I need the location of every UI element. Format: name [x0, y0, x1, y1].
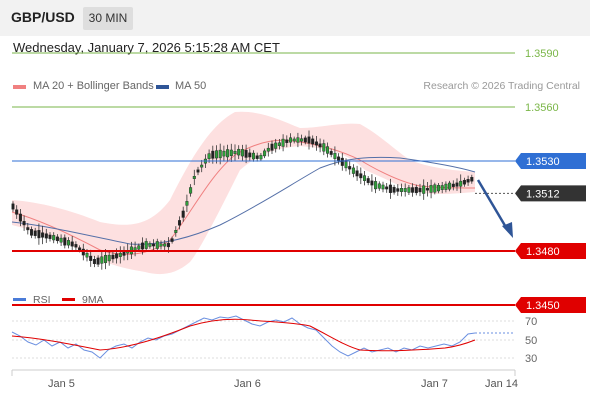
rsi-legend-swatch	[13, 298, 26, 301]
level-label-4: 1.3480	[526, 246, 560, 258]
x-label-jan6: Jan 6	[234, 378, 261, 390]
price-levels: 1.3590 1.3560 1.3530 1.3512 1.3480 1.3450	[12, 48, 586, 313]
rsi-tick-50: 50	[525, 335, 537, 347]
x-label-jan14: Jan 14	[485, 378, 518, 390]
level-label-1: 1.3560	[525, 102, 559, 114]
x-label-jan7: Jan 7	[421, 378, 448, 390]
rsi-tick-30: 30	[525, 353, 537, 365]
rsi-legend: RSI	[33, 294, 51, 306]
ma50-line	[11, 156, 476, 245]
level-tag-support-4	[515, 243, 586, 259]
level-tag-pivot-2	[515, 153, 586, 169]
bollinger-band	[12, 111, 475, 275]
rsi-tick-70: 70	[525, 316, 537, 328]
candlestick-series	[11, 130, 474, 270]
rsi-line	[11, 315, 476, 359]
chart-header: GBP/USD 30 MIN	[0, 0, 590, 36]
legend-swatch-ma-bb	[13, 85, 26, 89]
level-tag-current-3	[515, 185, 586, 202]
rsi-ma9-line	[11, 318, 476, 352]
timestamp: Wednesday, January 7, 2026 5:15:28 AM CE…	[13, 40, 280, 55]
ma9-legend: 9MA	[82, 294, 104, 306]
legend-ma-bb: MA 20 + Bollinger Bands	[33, 80, 154, 92]
legend-ma50: MA 50	[175, 80, 207, 92]
timeframe-badge[interactable]: 30 MIN	[83, 7, 133, 30]
legend-swatch-ma50	[156, 85, 169, 89]
level-label-2: 1.3530	[526, 156, 560, 168]
ma9-legend-swatch	[62, 298, 75, 301]
currency-pair-title: GBP/USD	[11, 9, 75, 25]
level-tag-support-5	[515, 297, 586, 313]
forecast-arrow	[476, 179, 513, 238]
data-credit: Research © 2026 Trading Central	[423, 80, 580, 92]
level-label-5: 1.3450	[526, 300, 560, 312]
x-label-jan5: Jan 5	[48, 378, 75, 390]
level-label-3: 1.3512	[526, 188, 560, 200]
level-label-0: 1.3590	[525, 48, 559, 60]
